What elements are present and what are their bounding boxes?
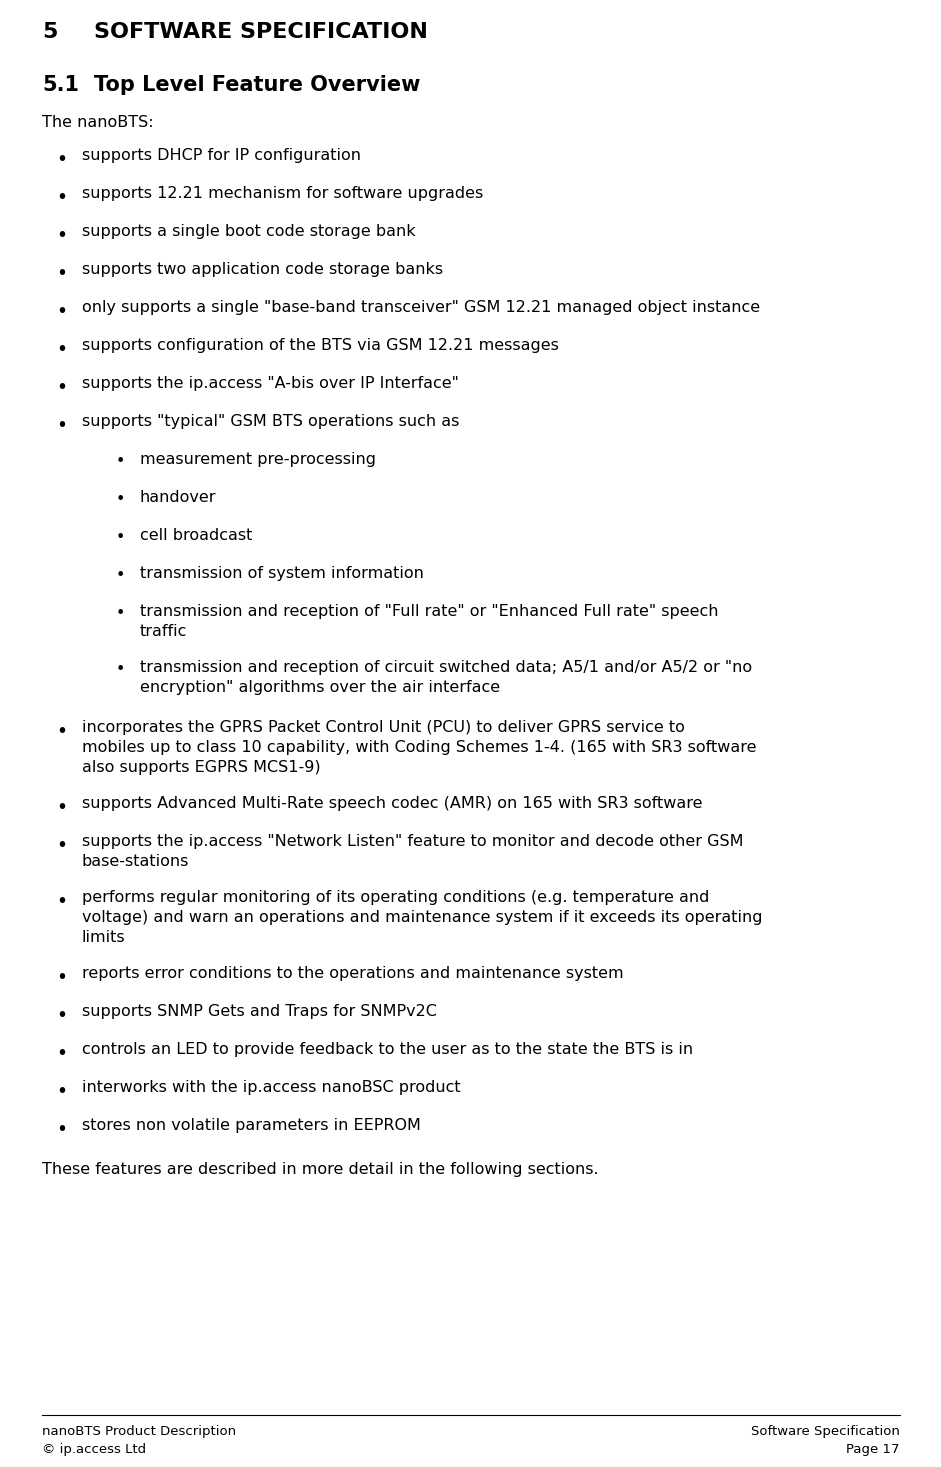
Text: cell broadcast: cell broadcast — [140, 528, 252, 543]
Text: supports the ip.access "A-bis over IP Interface": supports the ip.access "A-bis over IP In… — [82, 376, 459, 392]
Text: •: • — [56, 340, 68, 359]
Text: •: • — [56, 892, 68, 911]
Text: •: • — [116, 530, 125, 546]
Text: supports two application code storage banks: supports two application code storage ba… — [82, 263, 443, 277]
Text: •: • — [56, 264, 68, 283]
Text: transmission of system information: transmission of system information — [140, 566, 423, 581]
Text: •: • — [56, 798, 68, 817]
Text: measurement pre-processing: measurement pre-processing — [140, 452, 376, 467]
Text: •: • — [56, 1119, 68, 1138]
Text: performs regular monitoring of its operating conditions (e.g. temperature and: performs regular monitoring of its opera… — [82, 890, 710, 905]
Text: nanoBTS Product Description: nanoBTS Product Description — [42, 1424, 236, 1438]
Text: supports 12.21 mechanism for software upgrades: supports 12.21 mechanism for software up… — [82, 186, 484, 201]
Text: 5.1: 5.1 — [42, 75, 79, 95]
Text: •: • — [56, 150, 68, 169]
Text: voltage) and warn an operations and maintenance system if it exceeds its operati: voltage) and warn an operations and main… — [82, 910, 762, 926]
Text: •: • — [56, 1083, 68, 1102]
Text: © ip.access Ltd: © ip.access Ltd — [42, 1444, 146, 1457]
Text: supports the ip.access "Network Listen" feature to monitor and decode other GSM: supports the ip.access "Network Listen" … — [82, 835, 743, 849]
Text: The nanoBTS:: The nanoBTS: — [42, 114, 153, 131]
Text: handover: handover — [140, 490, 216, 505]
Text: supports DHCP for IP configuration: supports DHCP for IP configuration — [82, 148, 361, 163]
Text: supports Advanced Multi-Rate speech codec (AMR) on 165 with SR3 software: supports Advanced Multi-Rate speech code… — [82, 797, 703, 811]
Text: supports configuration of the BTS via GSM 12.21 messages: supports configuration of the BTS via GS… — [82, 337, 559, 354]
Text: •: • — [116, 568, 125, 582]
Text: •: • — [56, 417, 68, 436]
Text: SOFTWARE SPECIFICATION: SOFTWARE SPECIFICATION — [94, 22, 428, 43]
Text: •: • — [116, 491, 125, 508]
Text: Top Level Feature Overview: Top Level Feature Overview — [94, 75, 421, 95]
Text: base-stations: base-stations — [82, 854, 189, 868]
Text: supports SNMP Gets and Traps for SNMPv2C: supports SNMP Gets and Traps for SNMPv2C — [82, 1003, 437, 1020]
Text: also supports EGPRS MCS1-9): also supports EGPRS MCS1-9) — [82, 760, 321, 775]
Text: •: • — [116, 662, 125, 676]
Text: •: • — [56, 968, 68, 987]
Text: •: • — [56, 722, 68, 741]
Text: •: • — [56, 378, 68, 398]
Text: •: • — [56, 302, 68, 321]
Text: stores non volatile parameters in EEPROM: stores non volatile parameters in EEPROM — [82, 1118, 421, 1133]
Text: 5: 5 — [42, 22, 57, 43]
Text: reports error conditions to the operations and maintenance system: reports error conditions to the operatio… — [82, 965, 624, 981]
Text: supports "typical" GSM BTS operations such as: supports "typical" GSM BTS operations su… — [82, 414, 459, 428]
Text: •: • — [56, 226, 68, 245]
Text: Software Specification: Software Specification — [751, 1424, 900, 1438]
Text: traffic: traffic — [140, 623, 187, 640]
Text: •: • — [116, 453, 125, 469]
Text: •: • — [116, 606, 125, 621]
Text: •: • — [56, 1006, 68, 1025]
Text: transmission and reception of circuit switched data; A5/1 and/or A5/2 or "no: transmission and reception of circuit sw… — [140, 660, 752, 675]
Text: encryption" algorithms over the air interface: encryption" algorithms over the air inte… — [140, 681, 500, 695]
Text: only supports a single "base-band transceiver" GSM 12.21 managed object instance: only supports a single "base-band transc… — [82, 299, 760, 315]
Text: Page 17: Page 17 — [847, 1444, 900, 1457]
Text: mobiles up to class 10 capability, with Coding Schemes 1-4. (165 with SR3 softwa: mobiles up to class 10 capability, with … — [82, 739, 757, 756]
Text: These features are described in more detail in the following sections.: These features are described in more det… — [42, 1162, 598, 1177]
Text: controls an LED to provide feedback to the user as to the state the BTS is in: controls an LED to provide feedback to t… — [82, 1042, 694, 1058]
Text: •: • — [56, 836, 68, 855]
Text: •: • — [56, 1045, 68, 1064]
Text: supports a single boot code storage bank: supports a single boot code storage bank — [82, 224, 416, 239]
Text: incorporates the GPRS Packet Control Unit (PCU) to deliver GPRS service to: incorporates the GPRS Packet Control Uni… — [82, 720, 685, 735]
Text: limits: limits — [82, 930, 126, 945]
Text: transmission and reception of "Full rate" or "Enhanced Full rate" speech: transmission and reception of "Full rate… — [140, 604, 719, 619]
Text: interworks with the ip.access nanoBSC product: interworks with the ip.access nanoBSC pr… — [82, 1080, 461, 1094]
Text: •: • — [56, 188, 68, 207]
